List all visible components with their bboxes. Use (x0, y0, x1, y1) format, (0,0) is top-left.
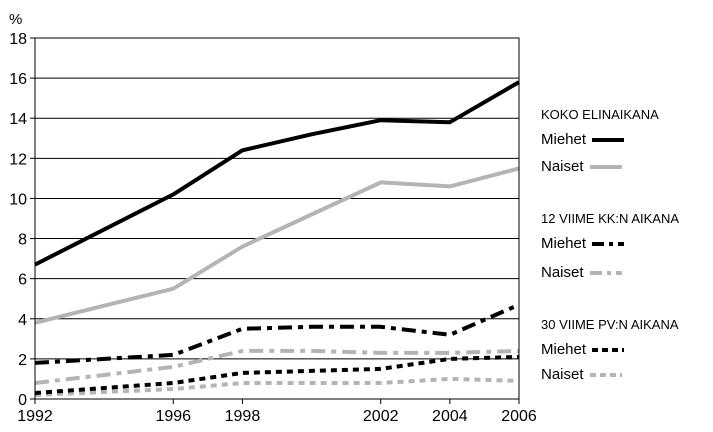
legend-label: Miehet (541, 235, 587, 252)
legend: KOKO ELINAIKANA Miehet Naiset 12 VIIME K… (541, 0, 713, 432)
legend-heading-12-months: 12 VIIME KK:N AIKANA (541, 211, 679, 226)
legend-label: Naiset (541, 366, 584, 383)
y-tick-label: 16 (9, 71, 27, 88)
y-tick-label: 18 (9, 31, 27, 48)
legend-group-lifetime: KOKO ELINAIKANA (541, 107, 659, 122)
series-line-2-1-naiset (34, 376, 520, 397)
series-line-1-1-naiset (34, 348, 520, 385)
legend-item-12-months-men: Miehet (541, 235, 625, 252)
y-tick-label: 0 (18, 392, 27, 409)
legend-item-30-days-men: Miehet (541, 341, 625, 358)
legend-label: Naiset (541, 158, 584, 175)
series-line-1-0-miehet (34, 302, 520, 365)
legend-swatch-solid-black (592, 137, 625, 142)
series-line-0-0-miehet (34, 80, 521, 267)
x-tick-label: 1998 (225, 408, 261, 425)
legend-group-12-months: 12 VIIME KK:N AIKANA (541, 211, 679, 226)
series-line-2-0-miehet (34, 354, 520, 395)
x-tick-label: 2002 (363, 408, 399, 425)
y-tick-label: 4 (18, 312, 27, 329)
legend-swatch-dotted-gray (589, 372, 622, 377)
y-tick-label: 6 (18, 272, 27, 289)
legend-item-lifetime-women: Naiset (541, 158, 623, 175)
legend-group-30-days: 30 VIIME PV:N AIKANA (541, 317, 679, 332)
series-line-0-1-naiset (34, 166, 520, 325)
y-axis-unit-label: % (9, 11, 22, 28)
line-chart: % 0 2 4 6 8 10 12 14 16 18 1992 1996 1998 2002 2004 200… (9, 11, 537, 425)
x-tick-label: 1996 (155, 408, 191, 425)
legend-label: Naiset (541, 264, 584, 281)
legend-swatch-dotted-black (592, 347, 625, 352)
legend-item-12-months-women: Naiset (541, 264, 623, 281)
y-tick-label: 14 (9, 111, 27, 128)
y-tick-label: 12 (9, 151, 27, 168)
y-tick-label: 2 (18, 352, 27, 369)
legend-heading-lifetime: KOKO ELINAIKANA (541, 107, 659, 122)
legend-swatch-solid-gray (589, 164, 622, 169)
x-tick-label: 2006 (501, 408, 537, 425)
legend-label: Miehet (541, 341, 587, 358)
x-tick-label: 2004 (432, 408, 468, 425)
legend-label: Miehet (541, 131, 587, 148)
x-tick-label: 1992 (17, 408, 53, 425)
legend-item-lifetime-men: Miehet (541, 131, 625, 148)
y-tick-label: 10 (9, 191, 27, 208)
legend-heading-30-days: 30 VIIME PV:N AIKANA (541, 317, 679, 332)
legend-item-30-days-women: Naiset (541, 366, 623, 383)
legend-swatch-dashdot-gray (589, 270, 622, 275)
y-tick-label: 8 (18, 232, 27, 249)
legend-swatch-dashdot-black (592, 241, 625, 246)
plot-frame (34, 37, 520, 400)
